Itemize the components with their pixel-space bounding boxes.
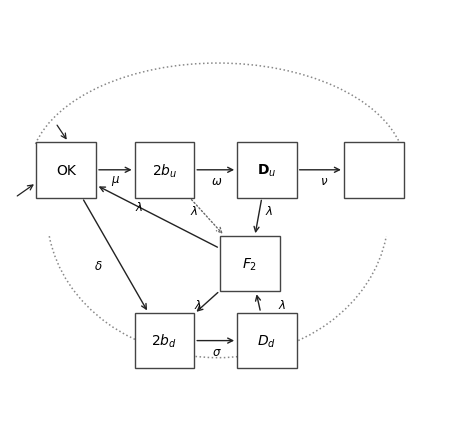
Text: $F_2$: $F_2$	[242, 256, 257, 272]
Text: $\mathbf{D}_u$: $\mathbf{D}_u$	[257, 162, 277, 178]
FancyBboxPatch shape	[135, 313, 194, 368]
Text: $\lambda$: $\lambda$	[135, 200, 143, 213]
Text: $2b_u$: $2b_u$	[152, 162, 177, 179]
FancyBboxPatch shape	[36, 143, 96, 198]
Text: $\lambda$: $\lambda$	[265, 204, 273, 217]
FancyBboxPatch shape	[220, 236, 280, 292]
FancyBboxPatch shape	[237, 313, 297, 368]
Text: $2b_d$: $2b_d$	[152, 332, 177, 349]
Text: $D_d$: $D_d$	[257, 333, 276, 349]
Text: $\omega$: $\omega$	[211, 175, 222, 187]
Text: $\sigma$: $\sigma$	[211, 345, 221, 358]
Text: $\lambda$: $\lambda$	[193, 298, 202, 311]
FancyBboxPatch shape	[135, 143, 194, 198]
Text: $\nu$: $\nu$	[320, 175, 328, 187]
Text: $\mu$: $\mu$	[111, 174, 120, 188]
FancyBboxPatch shape	[237, 143, 297, 198]
Text: OK: OK	[56, 164, 76, 177]
Text: $\lambda$: $\lambda$	[278, 298, 286, 311]
FancyBboxPatch shape	[344, 143, 403, 198]
Text: $\delta$: $\delta$	[94, 260, 102, 273]
Text: $\lambda$: $\lambda$	[190, 204, 199, 217]
